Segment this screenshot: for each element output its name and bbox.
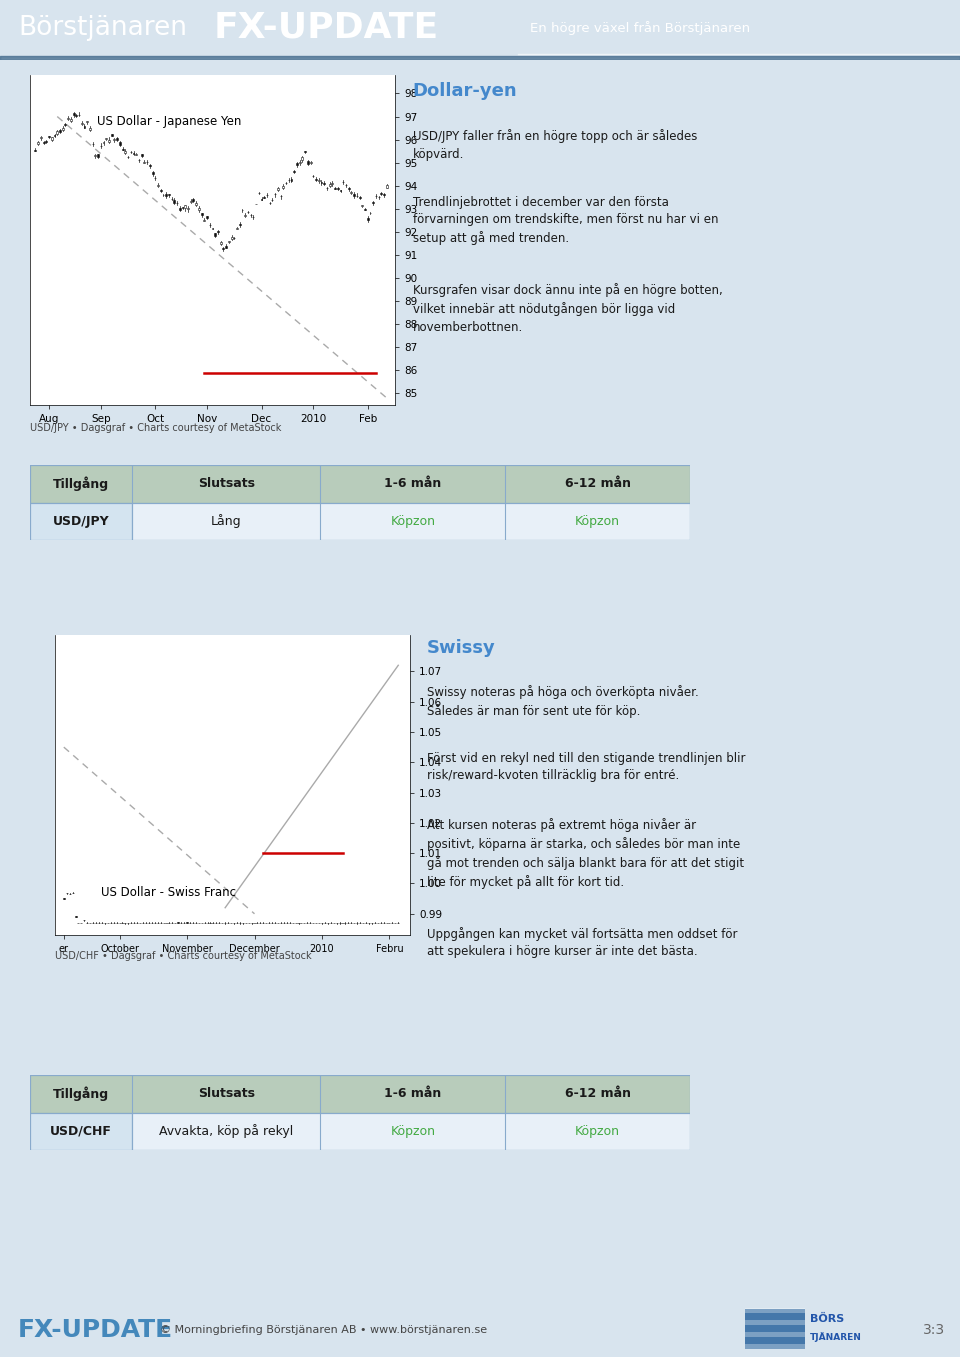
Bar (198, 209, 200, 210)
Bar (57, 132, 59, 134)
Bar (276, 187, 278, 190)
Bar (745, 1310, 805, 1349)
Bar (30, 465, 690, 502)
Text: USD/CHF: USD/CHF (50, 1125, 112, 1137)
Bar (174, 201, 176, 202)
Bar (152, 172, 154, 175)
Text: En högre växel från Börstjänaren: En högre växel från Börstjänaren (530, 20, 750, 35)
Text: Köpzon: Köpzon (575, 514, 620, 528)
Bar (226, 246, 228, 248)
Bar (110, 134, 112, 136)
Bar (30, 1113, 132, 1149)
Text: Avvakta, köp på rekyl: Avvakta, köp på rekyl (159, 1124, 294, 1139)
Bar (132, 502, 690, 540)
Bar (116, 138, 118, 140)
Bar (141, 155, 143, 156)
Bar (125, 151, 127, 153)
Text: 1-6 mån: 1-6 mån (384, 1087, 442, 1101)
Bar (89, 129, 91, 130)
Text: Uppgången kan mycket väl fortsätta men oddset för
att spekulera i högre kurser ä: Uppgången kan mycket väl fortsätta men o… (427, 927, 737, 958)
Bar (386, 186, 388, 187)
Text: USD/CHF • Dagsgraf • Charts courtesy of MetaStock: USD/CHF • Dagsgraf • Charts courtesy of … (55, 951, 312, 961)
Bar (745, 1343, 805, 1349)
Text: Köpzon: Köpzon (391, 1125, 435, 1137)
Text: Tillgång: Tillgång (53, 1087, 109, 1101)
Text: TJÄNAREN: TJÄNAREN (810, 1333, 862, 1342)
Text: BÖRS: BÖRS (810, 1314, 844, 1324)
Bar (51, 137, 53, 140)
Bar (81, 123, 83, 125)
Text: Trendlinjebrottet i december var den första
förvarningen om trendskifte, men för: Trendlinjebrottet i december var den för… (413, 195, 718, 246)
Bar (61, 128, 63, 130)
Text: Börstjänaren: Börstjänaren (18, 15, 187, 41)
Text: Köpzon: Köpzon (391, 514, 435, 528)
Bar (179, 208, 180, 210)
Text: 6-12 mån: 6-12 mån (564, 478, 631, 490)
Text: USD/JPY faller från en högre topp och är således
köpvärd.: USD/JPY faller från en högre topp och är… (413, 129, 697, 160)
Bar (372, 202, 374, 204)
Bar (84, 126, 85, 128)
Bar (223, 248, 225, 250)
Text: USD/JPY: USD/JPY (53, 514, 109, 528)
Text: Slutsats: Slutsats (198, 478, 254, 490)
Bar (30, 1075, 690, 1113)
Bar (282, 186, 284, 187)
Text: Swissy noteras på höga och överköpta nivåer.
Således är man för sent ute för köp: Swissy noteras på höga och överköpta niv… (427, 685, 699, 718)
Bar (73, 113, 75, 115)
Bar (30, 502, 132, 540)
Bar (195, 202, 197, 205)
Bar (132, 153, 134, 155)
Bar (328, 185, 330, 186)
Bar (230, 237, 232, 239)
Text: Först vid en rekyl ned till den stigande trendlinjen blir
risk/reward-kvoten til: Först vid en rekyl ned till den stigande… (427, 752, 746, 782)
Text: FX-UPDATE: FX-UPDATE (214, 11, 440, 45)
Text: Att kursen noteras på extremt höga nivåer är
positivt, köparna är starka, och så: Att kursen noteras på extremt höga nivåe… (427, 818, 744, 889)
Text: Slutsats: Slutsats (198, 1087, 254, 1101)
Bar (192, 199, 194, 201)
Bar (291, 179, 293, 180)
Bar (37, 141, 39, 144)
Bar (165, 194, 167, 195)
Text: US Dollar - Swiss Franc: US Dollar - Swiss Franc (101, 886, 236, 898)
Bar (97, 155, 99, 157)
Bar (108, 140, 110, 141)
Text: Köpzon: Köpzon (575, 1125, 620, 1137)
Bar (367, 218, 369, 220)
Bar (745, 1308, 805, 1314)
Bar (307, 161, 309, 164)
Text: 1-6 mån: 1-6 mån (384, 478, 442, 490)
Bar (301, 157, 303, 160)
Bar (353, 194, 355, 195)
Bar (296, 163, 298, 166)
Bar (59, 130, 60, 132)
Text: US Dollar - Japanese Yen: US Dollar - Japanese Yen (97, 114, 241, 128)
Text: Dollar-yen: Dollar-yen (413, 81, 517, 100)
Bar (745, 1333, 805, 1337)
Text: Tillgång: Tillgång (53, 476, 109, 491)
Bar (206, 216, 208, 218)
Text: FX-UPDATE: FX-UPDATE (18, 1318, 173, 1342)
Text: © Morningbriefing Börstjänaren AB • www.börstjänaren.se: © Morningbriefing Börstjänaren AB • www.… (160, 1324, 487, 1335)
Bar (119, 142, 121, 145)
Bar (214, 233, 216, 236)
Text: Kursgrafen visar dock ännu inte på en högre botten,
vilket innebär att nödutgång: Kursgrafen visar dock ännu inte på en hö… (413, 284, 723, 334)
Text: USD/JPY • Dagsgraf • Charts courtesy of MetaStock: USD/JPY • Dagsgraf • Charts courtesy of … (30, 422, 281, 433)
Bar (132, 1113, 690, 1149)
Bar (184, 205, 186, 209)
Bar (190, 201, 192, 202)
Text: Lång: Lång (211, 514, 242, 528)
Text: 3:3: 3:3 (923, 1323, 945, 1337)
Bar (745, 1320, 805, 1324)
Bar (70, 119, 72, 121)
Bar (350, 191, 352, 193)
Text: Swissy: Swissy (427, 639, 496, 657)
Text: 6-12 mån: 6-12 mån (564, 1087, 631, 1101)
